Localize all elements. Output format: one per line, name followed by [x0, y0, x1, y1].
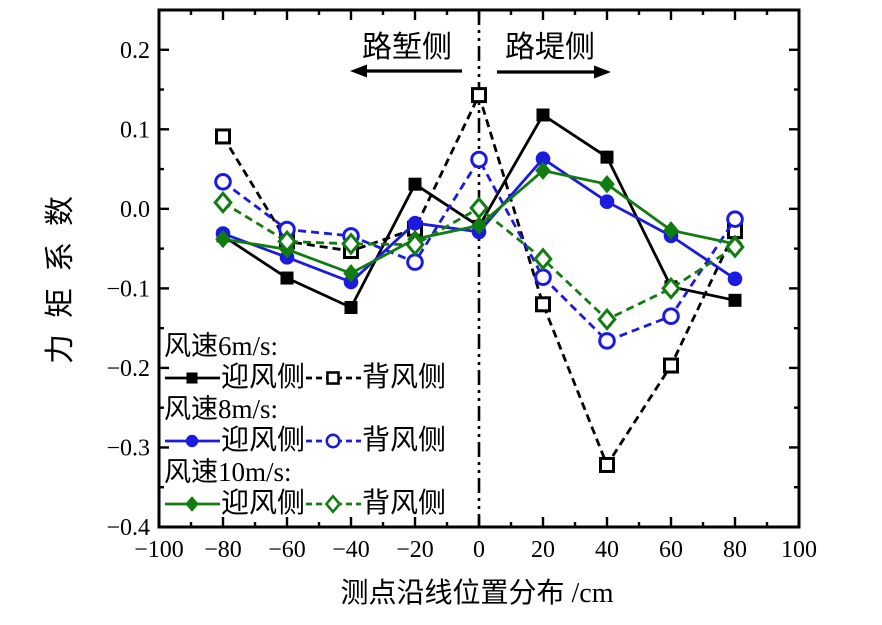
- y-tick-label: −0.3: [106, 435, 150, 461]
- series-wind10-windward-marker: [535, 161, 551, 180]
- region-label-cutting: 路堑侧: [362, 31, 452, 64]
- legend-label-wind6-leeward: 背风侧: [362, 362, 447, 393]
- x-tick-label: 100: [781, 537, 817, 563]
- series-wind10-leeward-marker: [405, 233, 425, 257]
- series-wind6-leeward-marker: [326, 371, 340, 385]
- series-wind6-windward-marker: [728, 293, 742, 307]
- legend-group-title-6ms: 风速6m/s:: [164, 331, 279, 361]
- series-wind8-windward-marker: [535, 151, 551, 167]
- series-wind8-windward-marker: [185, 434, 199, 448]
- y-axis-title: 力矩系数: [44, 180, 77, 364]
- y-tick-label: 0.0: [120, 197, 150, 223]
- series-wind10-leeward-marker: [213, 190, 233, 215]
- legend-label-wind8-leeward: 背风侧: [362, 425, 447, 456]
- y-tick-label: 0.1: [120, 117, 150, 143]
- series-wind6-windward-marker: [408, 177, 422, 191]
- series-wind10-windward-marker: [471, 216, 487, 235]
- legend-label-wind10-leeward: 背风侧: [362, 488, 447, 519]
- legend-sample-svg-wind8-leeward: [306, 433, 362, 449]
- legend-group-title-10ms: 风速10m/s:: [164, 457, 292, 487]
- series-wind6-leeward-marker: [599, 456, 615, 473]
- legend-sample-wind10-windward: [164, 491, 221, 517]
- legend-label-wind6-windward: 迎风侧: [221, 362, 306, 393]
- legend-sample-wind6-windward: [164, 365, 221, 391]
- y-tick-label: −0.2: [106, 356, 150, 382]
- y-tick-label: −0.1: [106, 276, 150, 302]
- series-wind10-leeward: [213, 190, 745, 331]
- series-wind10-windward-marker: [663, 221, 679, 240]
- x-tick-label: −100: [134, 537, 184, 563]
- arrow-cutting-side-head: [350, 64, 367, 78]
- legend-row-8ms: 迎风侧 背风侧: [164, 425, 484, 457]
- series-wind8-leeward-marker: [726, 210, 744, 228]
- series-wind8-leeward-marker: [325, 433, 341, 449]
- series-wind8-windward-marker: [599, 194, 615, 209]
- series-wind6-windward-marker: [536, 108, 550, 122]
- series-wind10-leeward-marker: [725, 235, 745, 259]
- y-tick-label: 0.2: [120, 38, 150, 64]
- legend: 风速6m/s: 迎风侧 背风侧 风速8m/s: 迎风侧 背风侧 风速10m/s:…: [164, 331, 484, 520]
- legend-sample-svg-wind10-windward: [165, 496, 220, 512]
- series-wind8-leeward-marker: [470, 150, 488, 169]
- x-tick-label: 60: [659, 537, 683, 563]
- x-tick-label: −80: [204, 537, 242, 563]
- series-wind8-windward-marker: [727, 271, 743, 287]
- series-wind10-leeward-marker: [341, 232, 361, 256]
- series-wind10-leeward-marker: [661, 276, 681, 300]
- legend-row-10ms: 迎风侧 背风侧: [164, 488, 484, 520]
- x-axis-title: 测点沿线位置分布 /cm: [340, 578, 614, 609]
- series-wind8-windward-marker: [407, 215, 423, 231]
- series-wind8-leeward-marker: [662, 307, 680, 326]
- series-wind6-leeward-marker: [663, 357, 679, 374]
- legend-sample-wind8-leeward: [305, 428, 362, 454]
- x-tick-label: 20: [531, 537, 555, 563]
- legend-sample-wind10-leeward: [305, 491, 362, 517]
- series-wind10-leeward-marker: [469, 196, 489, 220]
- x-tick-label: −60: [268, 537, 306, 563]
- series-wind8-leeward-marker: [598, 332, 616, 350]
- legend-group-title-8ms: 风速8m/s:: [164, 394, 279, 424]
- legend-sample-svg-wind6-windward: [165, 372, 220, 384]
- series-wind10-leeward-marker: [597, 307, 617, 331]
- legend-sample-svg-wind8-windward: [165, 434, 220, 448]
- legend-sample-wind8-windward: [164, 428, 221, 454]
- legend-sample-svg-wind6-leeward: [306, 371, 362, 385]
- series-wind6-windward-marker: [600, 150, 614, 164]
- series-wind8-leeward-line: [222, 156, 737, 343]
- series-wind8-leeward-marker: [406, 253, 424, 271]
- x-tick-label: 0: [473, 537, 485, 563]
- x-tick-label: −40: [332, 537, 370, 563]
- series-wind10-windward-marker: [599, 174, 615, 194]
- legend-sample-wind6-leeward: [305, 365, 362, 391]
- x-tick-label: −20: [396, 537, 434, 563]
- series-wind8-leeward-marker: [214, 173, 232, 191]
- legend-label-wind10-windward: 迎风侧: [221, 488, 306, 519]
- series-wind10-windward-marker: [185, 496, 199, 512]
- y-tick-label: −0.4: [106, 515, 150, 541]
- x-tick-label: 80: [723, 537, 747, 563]
- series-wind10-leeward-marker: [277, 229, 297, 253]
- series-wind6-leeward-marker: [535, 296, 551, 313]
- legend-sample-svg-wind10-leeward: [306, 494, 362, 514]
- region-label-embankment: 路堤侧: [505, 31, 595, 64]
- series-wind10-windward-marker: [343, 264, 359, 283]
- series-wind6-leeward-marker: [215, 128, 231, 145]
- legend-row-6ms: 迎风侧 背风侧: [164, 362, 484, 394]
- x-tick-label: 40: [595, 537, 619, 563]
- series-wind10-windward-marker: [215, 229, 231, 249]
- series-wind6-windward-marker: [186, 372, 198, 384]
- arrow-embankment-side-head: [594, 65, 611, 79]
- series-wind6-windward-marker: [280, 271, 294, 285]
- series-wind10-leeward-marker: [533, 247, 553, 271]
- series-wind6-leeward-marker: [471, 87, 487, 104]
- series-wind6-windward-marker: [344, 300, 358, 314]
- legend-label-wind8-windward: 迎风侧: [221, 425, 306, 456]
- series-wind10-leeward-marker: [324, 494, 342, 514]
- series-wind8-leeward-marker: [534, 268, 552, 287]
